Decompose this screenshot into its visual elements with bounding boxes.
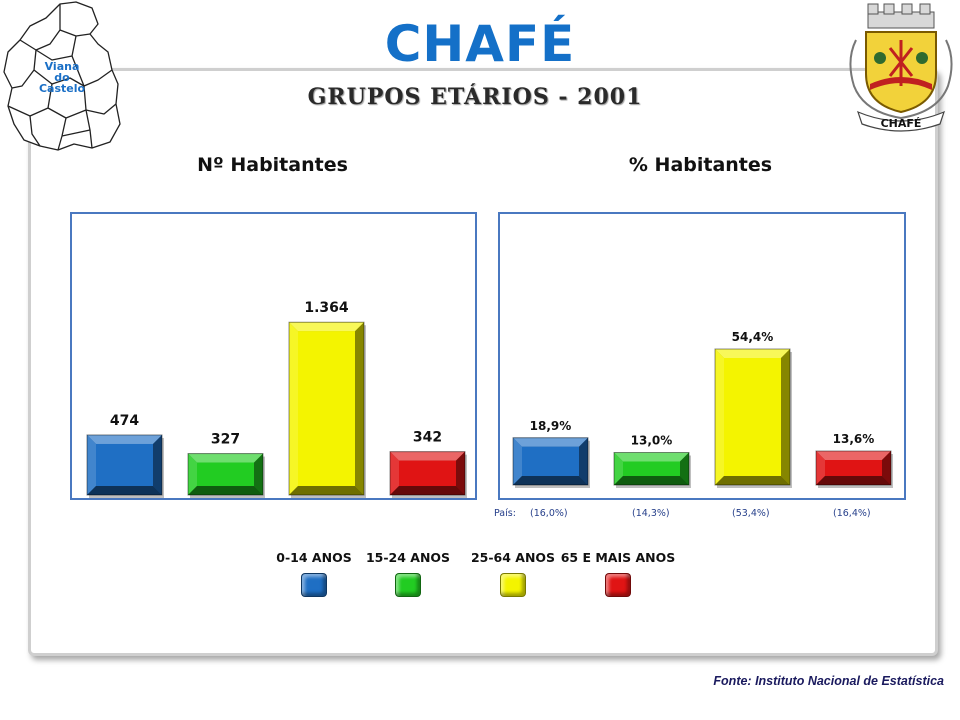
chart-1-value-label-4: 342	[413, 430, 442, 446]
crest-label: CHAFÉ	[881, 117, 922, 130]
country-value-4: (16,4%)	[833, 508, 871, 519]
country-value-3: (53,4%)	[732, 508, 770, 519]
legend-label: 25-64 ANOS	[470, 550, 556, 565]
map-label-line-3: Castelo	[39, 82, 86, 95]
source-note: Fonte: Instituto Nacional de Estatística	[713, 674, 944, 688]
map-label-line-1: Viana	[45, 60, 80, 73]
legend-item-0-14: 0-14 ANOS	[266, 550, 362, 597]
map-label-line-2: do	[54, 71, 70, 84]
chart-1-svg: 474 327 1.364 342	[86, 300, 467, 498]
chart-2-value-label-3: 54,4%	[732, 330, 774, 344]
page-brand-title: CHAFÉ	[384, 15, 576, 73]
chart-2-value-label-1: 18,9%	[530, 419, 572, 433]
chart-1-bar-4	[389, 451, 467, 498]
chart-2-svg: 18,9% 13,0% 54,4% 13,6%	[512, 330, 893, 488]
chart-2-frame: 18,9% 13,0% 54,4% 13,6%	[498, 212, 906, 500]
chart-2-title: % Habitantes	[628, 154, 773, 176]
legend-swatch-blue	[301, 573, 327, 597]
legend-item-15-24: 15-24 ANOS	[360, 550, 456, 597]
chart-1-bar-1	[86, 434, 164, 498]
chart-1-value-label-1: 474	[110, 413, 139, 429]
page-subtitle: GRUPOS ETÁRIOS - 2001	[307, 84, 643, 110]
chart-1-value-label-3: 1.364	[304, 300, 349, 316]
legend-item-65-plus: 65 E MAIS ANOS	[556, 550, 680, 597]
chart-1-value-label-2: 327	[211, 432, 240, 448]
chart-2-bar-3	[714, 348, 792, 488]
legend-swatch-red	[605, 573, 631, 597]
legend-swatch-yellow	[500, 573, 526, 597]
country-value-2: (14,3%)	[632, 508, 670, 519]
chart-2-bar-1	[512, 437, 590, 488]
coat-of-arms-icon: CHAFÉ	[849, 3, 953, 132]
chart-1-title: Nº Habitantes	[197, 154, 348, 176]
chart-2-value-label-2: 13,0%	[631, 434, 673, 448]
country-label: País:	[494, 508, 516, 519]
legend-swatch-green	[395, 573, 421, 597]
chart-2-bar-2	[613, 452, 691, 488]
chart-2-value-label-4: 13,6%	[833, 432, 875, 446]
chart-1-frame: 474 327 1.364 342	[70, 212, 477, 500]
district-map-icon: Viana do Castelo	[3, 1, 121, 151]
legend-item-25-64: 25-64 ANOS	[465, 550, 561, 597]
chart-1-bar-3	[288, 321, 366, 498]
country-value-1: (16,0%)	[530, 508, 568, 519]
legend-label: 15-24 ANOS	[365, 550, 451, 565]
chart-2-bar-4	[815, 450, 893, 488]
chart-1-bar-2	[187, 453, 265, 498]
legend-label: 0-14 ANOS	[276, 550, 352, 565]
legend-label: 65 E MAIS ANOS	[560, 550, 676, 565]
